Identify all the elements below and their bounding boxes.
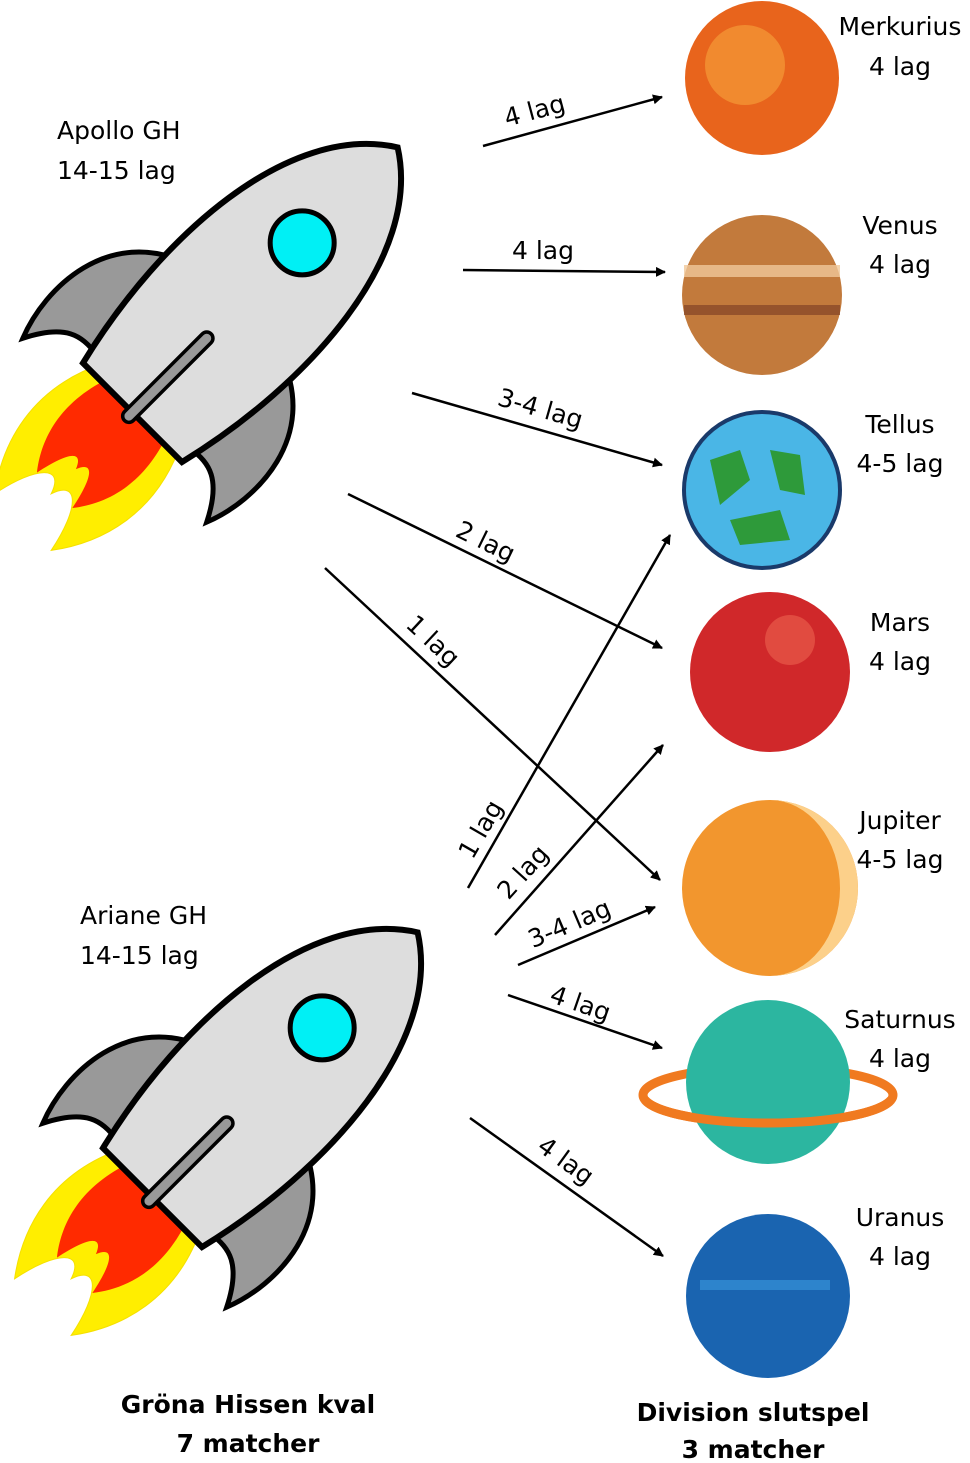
planet-teams: 4 lag xyxy=(869,1242,931,1271)
edge-label: 3-4 lag xyxy=(524,893,615,954)
planet-teams: 4 lag xyxy=(869,52,931,81)
planets xyxy=(643,1,893,1378)
planet-name: Saturnus xyxy=(844,1005,955,1034)
footer-subtitle: 7 matcher xyxy=(177,1429,321,1458)
planet xyxy=(682,215,842,375)
planet-teams: 4-5 lag xyxy=(857,845,944,874)
planet xyxy=(686,1214,850,1378)
planet-name: Mars xyxy=(870,608,930,637)
planet-name: Tellus xyxy=(864,410,934,439)
arrow xyxy=(468,535,670,888)
diagram: Apollo GH 14-15 lag Ariane GH 14-15 lag … xyxy=(0,0,970,1463)
footer-title: Gröna Hissen kval xyxy=(121,1390,375,1419)
footer-title: Division slutspel xyxy=(637,1398,870,1427)
source-name: Apollo GH xyxy=(57,116,181,145)
planet-name: Uranus xyxy=(856,1203,945,1232)
edge-label: 2 lag xyxy=(491,839,554,904)
rocket xyxy=(0,833,517,1407)
planet xyxy=(690,592,850,752)
planet-teams: 4 lag xyxy=(869,250,931,279)
planet-name: Venus xyxy=(862,211,937,240)
source-teams: 14-15 lag xyxy=(80,941,199,970)
planet-teams: 4 lag xyxy=(869,1044,931,1073)
edge-label: 4 lag xyxy=(532,1131,599,1191)
planet-teams: 4-5 lag xyxy=(857,449,944,478)
edge-label: 1 lag xyxy=(400,609,465,672)
source-name: Ariane GH xyxy=(80,901,207,930)
footer-subtitle: 3 matcher xyxy=(682,1435,826,1463)
planet xyxy=(686,1000,850,1164)
planet-teams: 4 lag xyxy=(869,647,931,676)
planet-name: Jupiter xyxy=(857,806,941,835)
source-teams: 14-15 lag xyxy=(57,156,176,185)
edge-label: 4 lag xyxy=(512,236,574,265)
edge-label: 3-4 lag xyxy=(495,383,587,435)
arrow xyxy=(470,1118,663,1256)
arrow xyxy=(463,270,665,272)
planet-name: Merkurius xyxy=(839,12,962,41)
planet xyxy=(684,412,840,568)
arrow xyxy=(348,494,662,648)
